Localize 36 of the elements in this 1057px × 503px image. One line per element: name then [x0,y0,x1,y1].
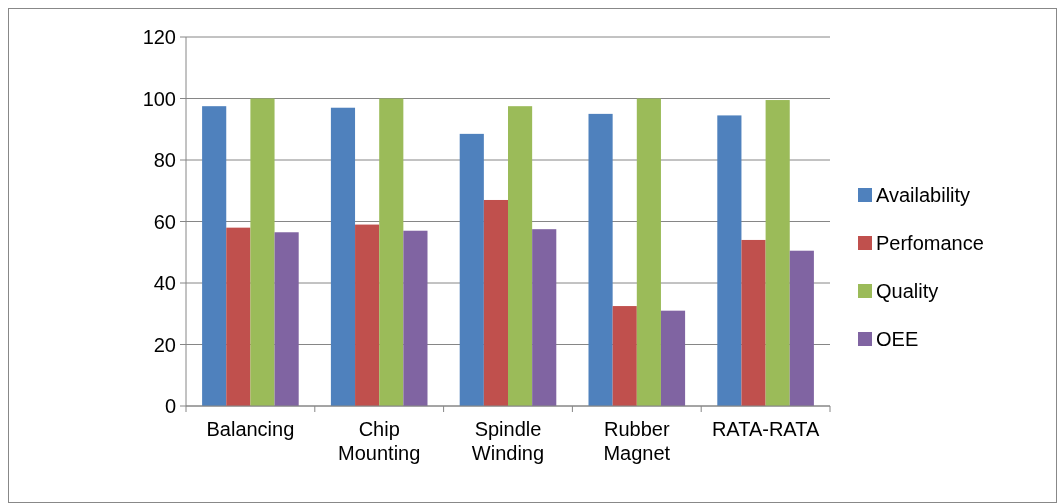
bar [612,306,637,406]
y-tick-label: 120 [142,26,176,48]
bar [717,115,742,406]
x-tick-label: Balancing [206,418,295,440]
y-tick-label: 80 [153,149,176,171]
bar [250,98,275,406]
bar [660,310,686,406]
bar [588,113,613,406]
bar [274,232,299,406]
legend-label: Quality [876,280,939,302]
y-tick-label: 20 [153,333,176,356]
x-tick-label: Chip Mounting [338,418,421,464]
bar [459,133,484,406]
bar [789,250,814,406]
bar [483,199,508,406]
bar [532,229,557,406]
y-tick-label: 40 [153,272,176,294]
y-tick-label: 100 [142,87,176,110]
bar [226,227,251,406]
y-tick-label: 60 [153,210,176,233]
bar [636,98,661,406]
legend-label: Perfomance [876,232,984,254]
x-tick-label: Rubber Magnet [603,418,671,464]
bar [202,106,227,406]
bar [765,100,790,406]
bar [741,239,766,406]
bar [379,98,404,406]
legend-label: Availability [876,184,971,206]
bar [403,230,428,406]
bar [355,224,380,406]
x-tick-label: RATA-RATA [711,418,820,440]
legend-label: OEE [876,328,919,350]
bar [330,107,356,406]
x-tick-label: Spindle Winding [471,418,545,464]
bar [508,106,533,406]
y-tick-label: 0 [164,395,176,417]
